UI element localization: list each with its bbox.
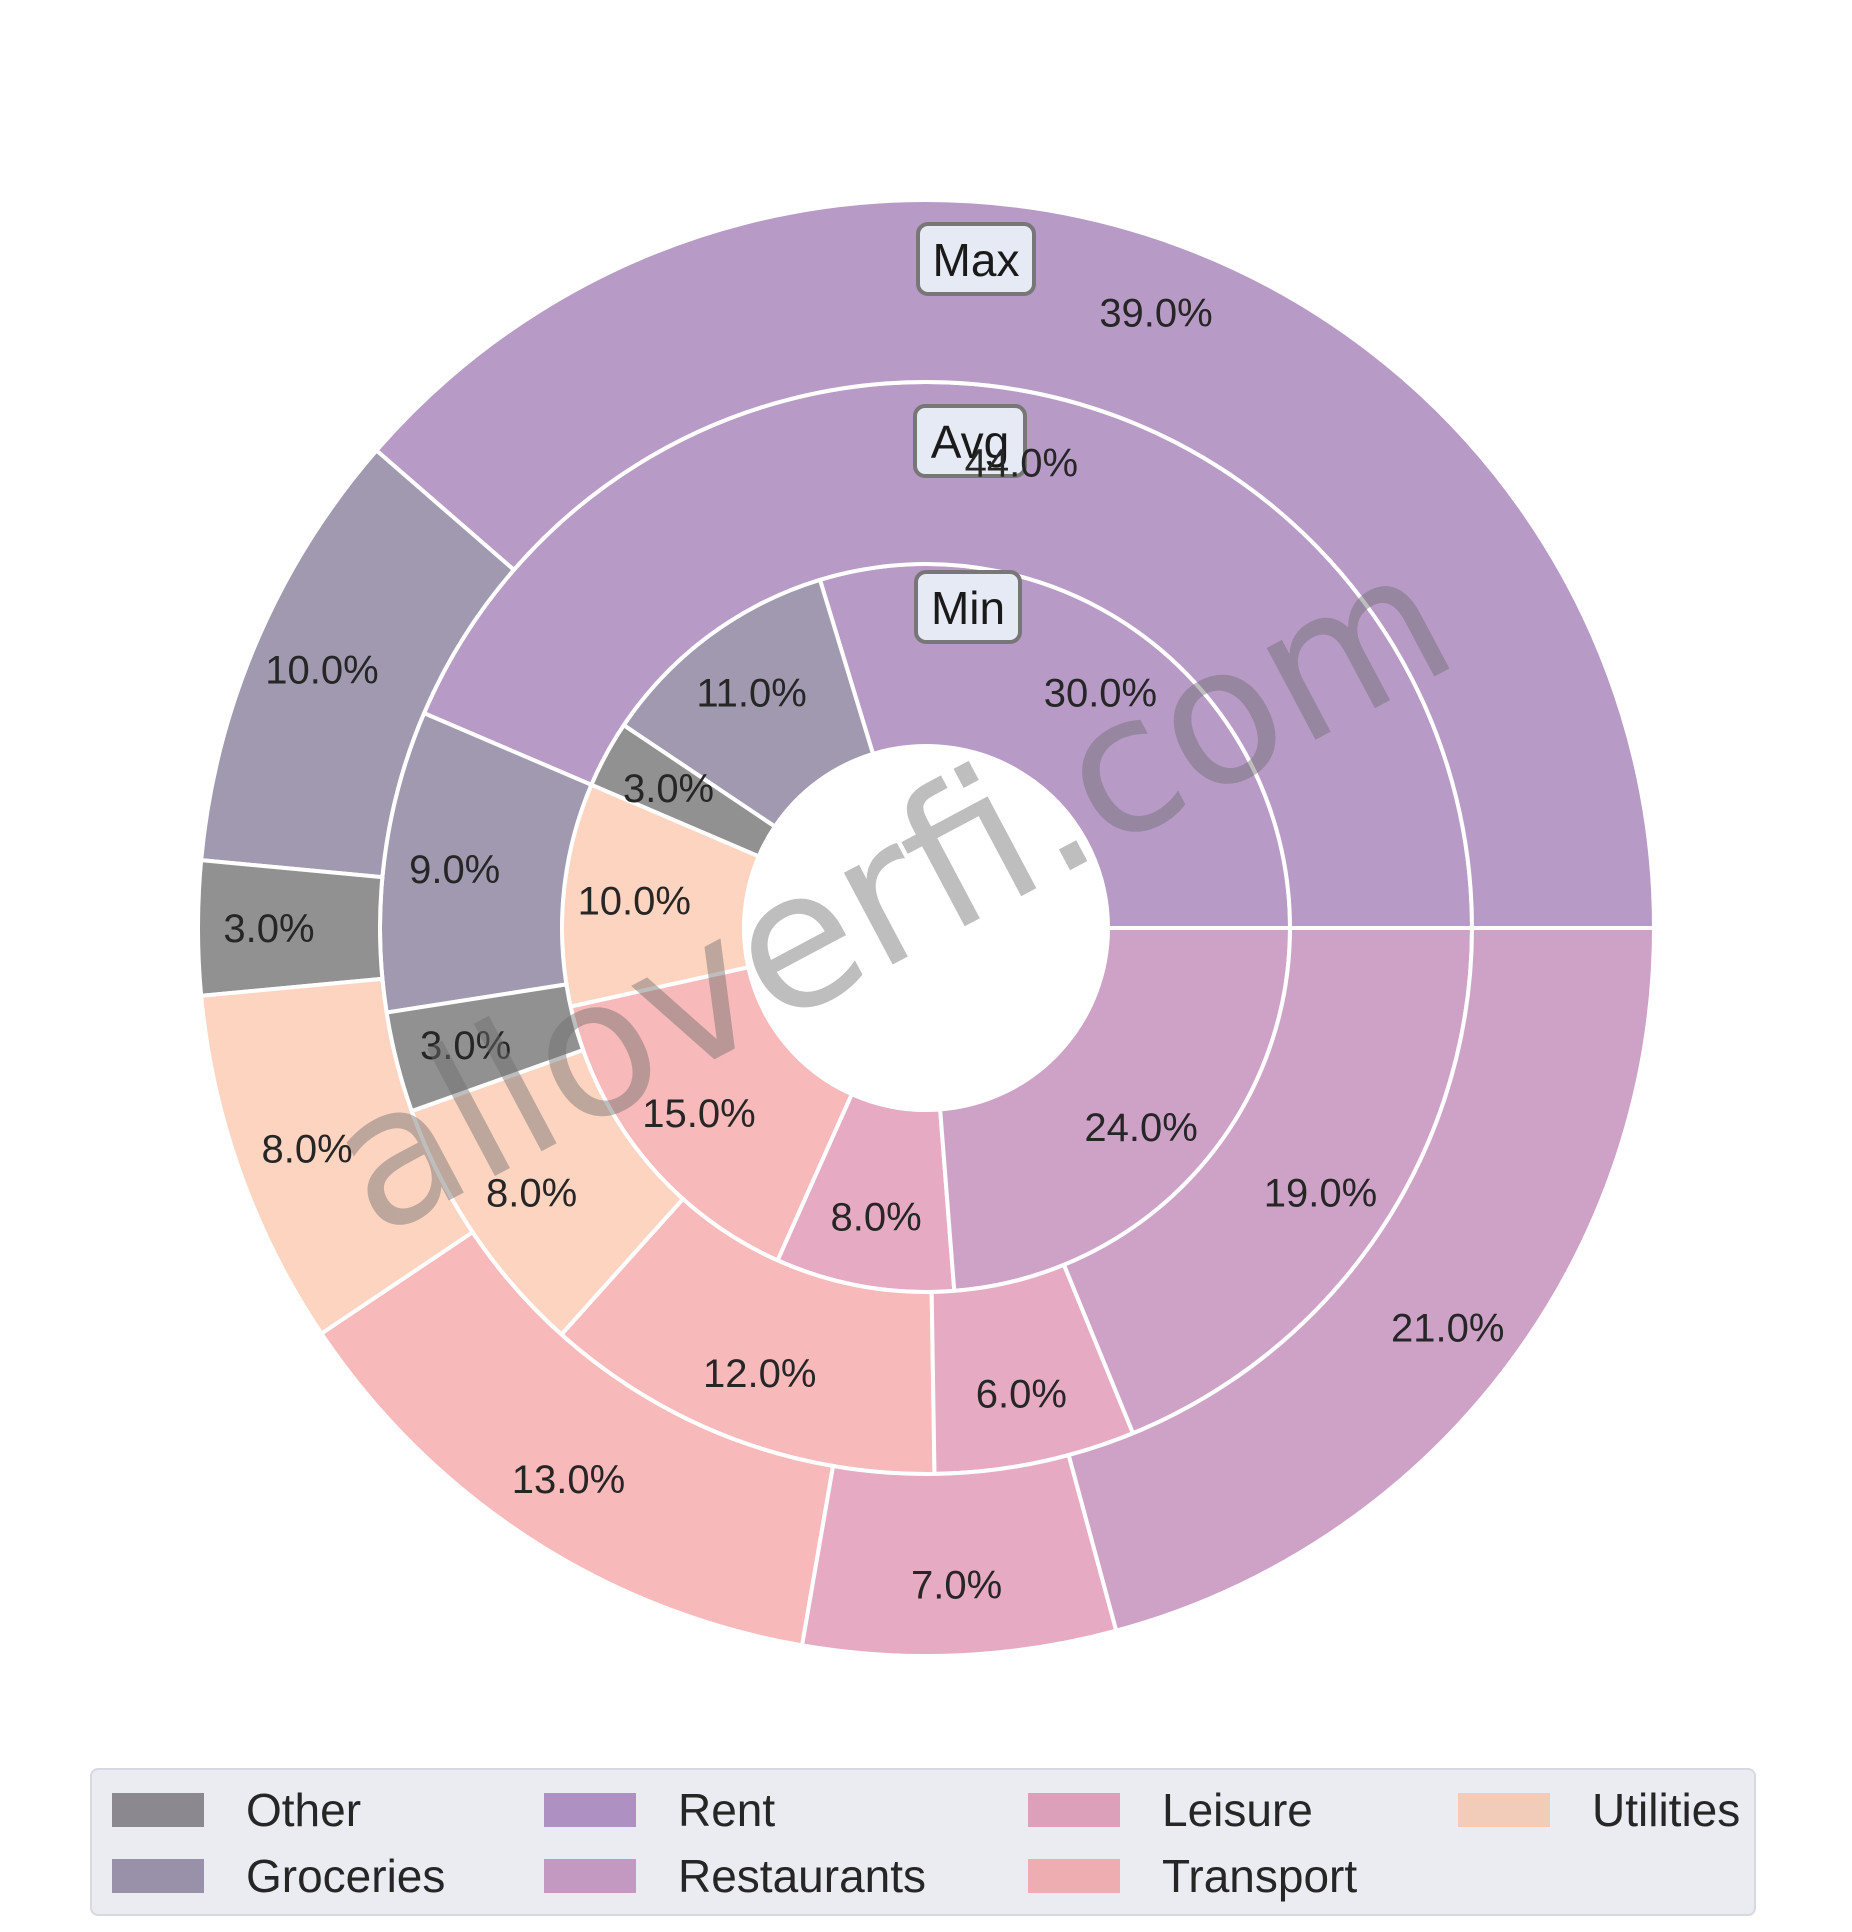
percentage-labels-layer: 30.0% 11.0% 3.0% 10.0% 15.0% 8.0% 24.0% 44.0% 9.… — [223, 292, 1504, 1608]
legend-label-other: Other — [246, 1784, 362, 1836]
legend-label-transport: Transport — [1162, 1850, 1358, 1902]
pct-label-min-utilities: 10.0% — [578, 880, 691, 924]
pct-label-min-transport: 15.0% — [642, 1092, 755, 1136]
wedges-layer — [196, 198, 1657, 1658]
pct-label-max-restaurants: 21.0% — [1391, 1306, 1504, 1350]
pct-label-min-leisure: 8.0% — [831, 1196, 922, 1240]
pct-label-avg-transport: 12.0% — [703, 1352, 816, 1396]
legend-item-rent: Rent — [544, 1782, 775, 1838]
pct-label-avg-leisure: 6.0% — [976, 1372, 1067, 1416]
pct-label-max-groceries: 10.0% — [265, 649, 378, 693]
legend-item-leisure: Leisure — [1028, 1782, 1313, 1838]
legend-label-utilities: Utilities — [1592, 1784, 1741, 1836]
pct-label-avg-utilities: 8.0% — [486, 1172, 577, 1216]
legend-label-rent: Rent — [678, 1784, 776, 1836]
ring-label-avg: Avg — [913, 404, 1027, 478]
pct-label-avg-other: 3.0% — [420, 1024, 511, 1068]
wedge-max-rent — [373, 198, 1657, 930]
legend-label-restaurants: Restaurants — [678, 1850, 927, 1902]
pct-label-avg-restaurants: 19.0% — [1264, 1172, 1377, 1216]
wedge-max-leisure — [799, 1452, 1119, 1658]
legend-swatch-utilities — [1458, 1793, 1550, 1827]
legend-item-utilities: Utilities — [1458, 1782, 1740, 1838]
wedge-max-restaurants — [1066, 926, 1657, 1634]
legend-swatch-other — [112, 1793, 204, 1827]
ring-label-text-min: Min — [931, 582, 1005, 634]
pct-label-max-rent: 39.0% — [1099, 292, 1212, 336]
nested-donut-chart: Min Avg Max 30.0% 11.0% 3.0% 10.0% 15.0% 8.0% 24… — [196, 198, 1657, 1658]
legend-swatch-transport — [1028, 1859, 1120, 1893]
pct-label-max-leisure: 7.0% — [911, 1563, 1002, 1607]
ring-label-max: Max — [916, 222, 1036, 296]
legend-swatch-restaurants — [544, 1859, 636, 1893]
ring-labels-layer: Min Avg Max — [913, 222, 1036, 644]
legend-swatch-rent — [544, 1793, 636, 1827]
legend-item-transport: Transport — [1028, 1848, 1357, 1904]
pct-label-max-utilities: 8.0% — [261, 1127, 352, 1171]
legend-label-groceries: Groceries — [246, 1850, 446, 1902]
pct-label-min-other: 3.0% — [623, 767, 714, 811]
pct-label-max-transport: 13.0% — [512, 1458, 625, 1502]
legend-label-leisure: Leisure — [1162, 1784, 1313, 1836]
pct-label-min-groceries: 11.0% — [696, 672, 806, 716]
legend-swatch-groceries — [112, 1859, 204, 1893]
pct-label-max-other: 3.0% — [223, 907, 314, 951]
pct-label-min-rent: 30.0% — [1044, 672, 1157, 716]
ring-label-min: Min — [914, 570, 1022, 644]
pct-label-avg-rent: 44.0% — [965, 442, 1078, 486]
legend-item-other: Other — [112, 1782, 361, 1838]
legend-item-restaurants: Restaurants — [544, 1848, 926, 1904]
ring-label-box-min — [914, 570, 1022, 644]
ring-label-box-max — [916, 222, 1036, 296]
pct-label-min-restaurants: 24.0% — [1084, 1106, 1197, 1150]
legend-swatch-leisure — [1028, 1793, 1120, 1827]
pct-label-avg-groceries: 9.0% — [409, 848, 500, 892]
ring-label-text-max: Max — [933, 234, 1020, 286]
legend-item-groceries: Groceries — [112, 1848, 445, 1904]
ring-label-box-avg — [913, 404, 1027, 478]
chart-legend: Other Groceries Rent Restaurants Leisure Tran… — [90, 1768, 1756, 1916]
ring-label-text-avg: Avg — [931, 416, 1009, 468]
